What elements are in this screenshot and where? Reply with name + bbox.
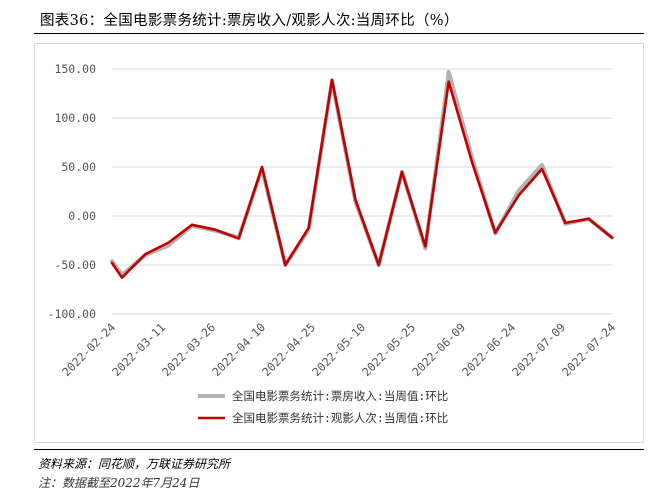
source-note: 资料来源：同花顺，万联证券研究所 bbox=[38, 457, 231, 471]
chart-frame bbox=[34, 43, 644, 443]
y-tick-label: -50.00 bbox=[54, 258, 96, 272]
x-axis-ticks: 2022-02-242022-03-112022-03-262022-04-10… bbox=[59, 320, 618, 379]
x-tick-label: 2022-07-24 bbox=[559, 320, 618, 379]
series-attendance-line bbox=[110, 78, 614, 280]
y-axis-ticks: 150.00 100.00 50.00 0.00 -50.00 -100.00 bbox=[48, 62, 97, 321]
y-tick-label: -100.00 bbox=[48, 307, 97, 321]
chart-gridlines bbox=[112, 68, 612, 315]
footer-rule bbox=[34, 449, 644, 450]
line-chart: 150.00 100.00 50.00 0.00 -50.00 -100.00 2022-… bbox=[48, 62, 619, 425]
figure-title: 图表36：全国电影票务统计:票房收入/观影人次:当周环比（%） bbox=[40, 13, 459, 29]
y-tick-label: 0.00 bbox=[68, 209, 96, 223]
legend-label: 全国电影票务统计:观影人次:当周值:环比 bbox=[232, 411, 448, 425]
y-tick-label: 150.00 bbox=[54, 62, 96, 76]
y-tick-label: 100.00 bbox=[54, 111, 96, 125]
y-tick-label: 50.00 bbox=[61, 160, 96, 174]
title-bar: 图表36：全国电影票务统计:票房收入/观影人次:当周环比（%） bbox=[34, 9, 644, 34]
data-note: 注：数据截至2022年7月24日 bbox=[38, 476, 200, 490]
chart-series bbox=[110, 69, 614, 280]
legend-label: 全国电影票务统计:票房收入:当周值:环比 bbox=[232, 389, 448, 403]
